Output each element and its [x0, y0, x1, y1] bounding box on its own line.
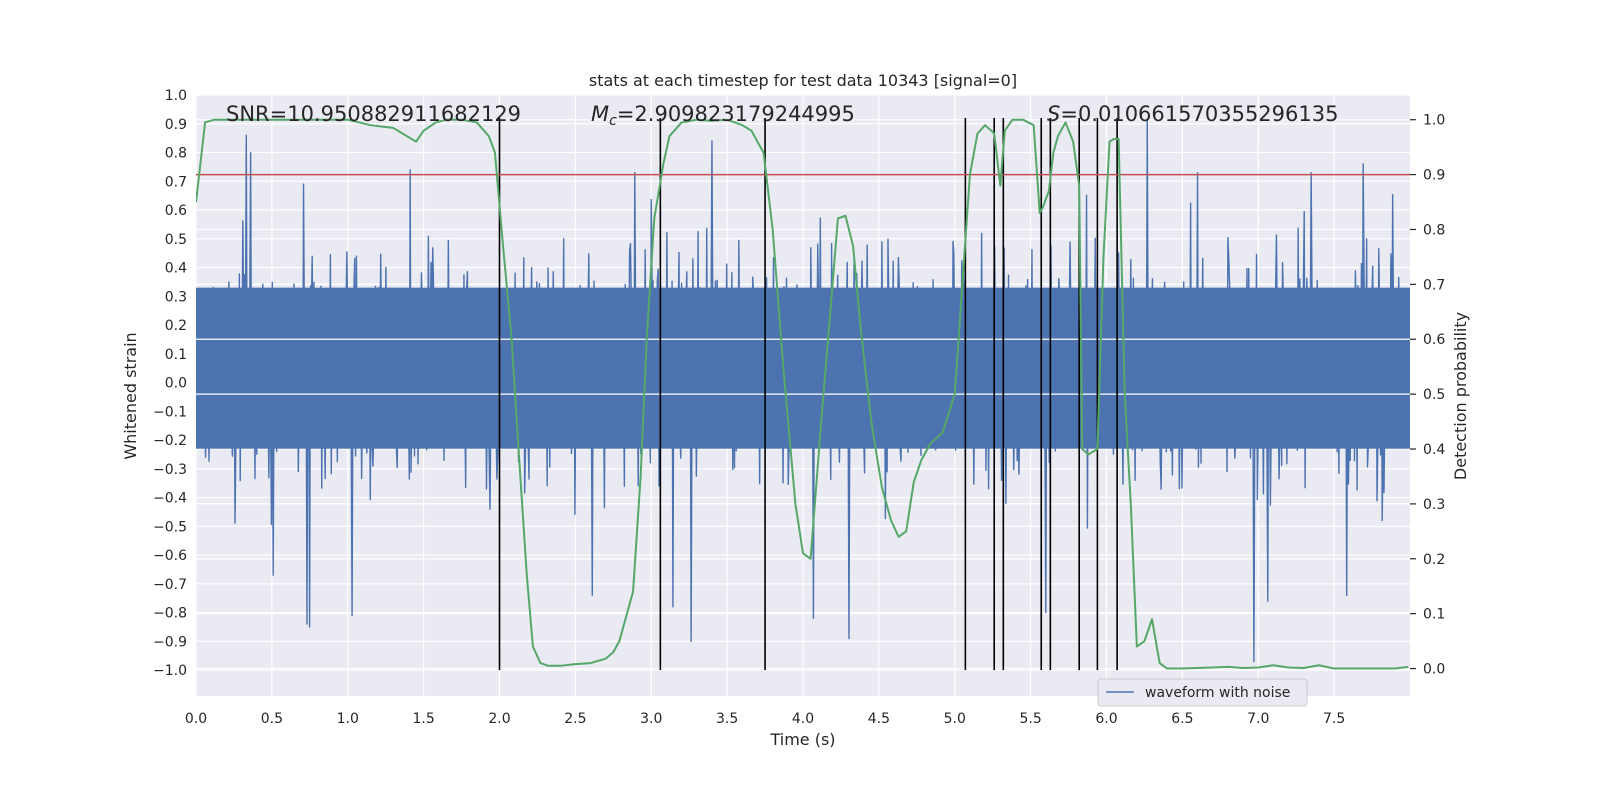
y-left-tick-label: −0.5	[153, 519, 187, 535]
statistic-value: =0.010661570355296135	[1060, 102, 1338, 126]
x-tick-label: 4.0	[792, 711, 814, 727]
x-tick-label: 7.0	[1247, 711, 1269, 727]
y-left-tick-label: 0.1	[165, 347, 187, 363]
y-left-tick-label: 0.6	[165, 203, 187, 219]
y-right-tick-label: 0.5	[1423, 387, 1445, 403]
y-left-tick-label: 0.4	[165, 261, 187, 277]
x-tick-label: 2.0	[488, 711, 510, 727]
x-tick-label: 5.0	[944, 711, 966, 727]
chirp-mass-annotation: Mc=2.909823179244995	[591, 102, 855, 129]
snr-annotation: SNR=10.950882911682129	[226, 102, 521, 126]
legend: waveform with noise	[1097, 678, 1308, 707]
y-left-tick-label: −0.2	[153, 433, 187, 449]
y-left-tick-label: −0.7	[153, 577, 187, 593]
chart-title: stats at each timestep for test data 103…	[589, 71, 1017, 90]
y-left-tick-label: −0.4	[153, 491, 187, 507]
x-tick-label: 1.0	[337, 711, 359, 727]
y-left-tick-label: −0.1	[153, 404, 187, 420]
chirp-mass-value: =2.909823179244995	[617, 102, 855, 126]
axes: 0.0 0.5 1.0 1.5 2.0 2.5 3.0 3.5 4.0 4.5 5.0 5.5 6.0 6…	[153, 88, 1445, 727]
legend-label-waveform: waveform with noise	[1145, 685, 1290, 701]
x-tick-label: 1.5	[412, 711, 434, 727]
x-tick-label: 6.0	[1095, 711, 1117, 727]
x-tick-label: 5.5	[1019, 711, 1041, 727]
x-tick-label: 3.5	[716, 711, 738, 727]
y-axis-left-label: Whitened strain	[121, 332, 140, 459]
y-left-tick-label: 0.0	[165, 376, 187, 392]
y-right-tick-label: 0.8	[1423, 222, 1445, 238]
legend-box	[1097, 678, 1308, 707]
y-right-tick-label: 0.3	[1423, 497, 1445, 513]
x-tick-label: 3.0	[640, 711, 662, 727]
probability-line	[196, 118, 1409, 670]
y-left-tick-label: −0.3	[153, 462, 187, 478]
y-left-tick-label: 0.7	[165, 174, 187, 190]
y-left-tick-label: 1.0	[165, 88, 187, 104]
y-left-tick-label: −0.8	[153, 606, 187, 622]
y-left-tick-label: −0.9	[153, 634, 187, 650]
x-tick-label: 0.0	[185, 711, 207, 727]
chirp-mass-symbol: M	[591, 102, 609, 126]
statistic-annotation: S=0.010661570355296135	[1047, 102, 1338, 126]
statistic-symbol: S	[1047, 102, 1060, 126]
x-tick-label: 4.5	[868, 711, 890, 727]
y-right-tick-label: 0.4	[1423, 442, 1445, 458]
y-left-tick-label: 0.5	[165, 232, 187, 248]
x-tick-label: 0.5	[261, 711, 283, 727]
x-tick-label: 7.5	[1323, 711, 1345, 727]
waveform-dense-band	[196, 287, 1410, 449]
probability-series	[196, 118, 1410, 670]
y-right-tick-label: 0.7	[1423, 277, 1445, 293]
x-tick-label: 2.5	[564, 711, 586, 727]
y-right-tick-label: 0.9	[1423, 168, 1445, 184]
y-left-tick-label: −0.6	[153, 548, 187, 564]
y-left-tick-label: 0.2	[165, 318, 187, 334]
chirp-mass-subscript: c	[609, 113, 617, 129]
y-right-tick-label: 0.2	[1423, 552, 1445, 568]
y-right-tick-label: 0.6	[1423, 332, 1445, 348]
y-left-tick-label: 0.3	[165, 289, 187, 305]
y-left-tick-label: −1.0	[153, 663, 187, 679]
x-axis-label: Time (s)	[769, 730, 835, 749]
y-right-tick-label: 0.0	[1423, 662, 1445, 678]
y-right-tick-label: 1.0	[1423, 113, 1445, 129]
y-axis-right-label: Detection probability	[1451, 312, 1470, 480]
y-left-tick-label: 0.8	[165, 146, 187, 162]
y-right-tick-label: 0.1	[1423, 607, 1445, 623]
y-left-tick-label: 0.9	[165, 117, 187, 133]
x-tick-label: 6.5	[1171, 711, 1193, 727]
waveform-series	[196, 120, 1410, 663]
